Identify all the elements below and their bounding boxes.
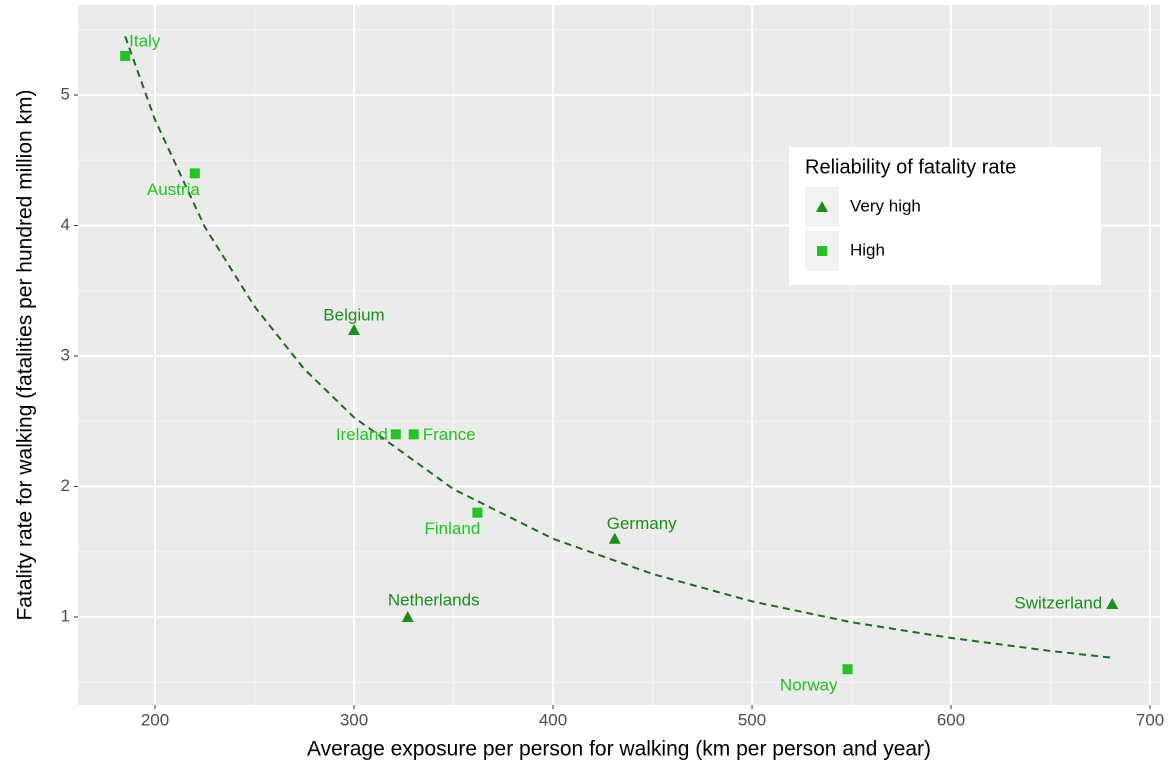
marks: Belgium Germany Netherlands Switzerland Ital…: [120, 31, 1119, 695]
x-tick-label: 300: [340, 710, 368, 729]
point: [1106, 597, 1119, 609]
legend-label: Very high: [850, 196, 921, 215]
point-label: Norway: [780, 676, 838, 695]
point-label: France: [423, 425, 476, 444]
point-label: Austria: [147, 180, 200, 199]
x-tick-label: 500: [738, 710, 766, 729]
point-label: Netherlands: [388, 591, 480, 610]
x-tick-label: 400: [539, 710, 567, 729]
point-label: Germany: [607, 514, 677, 533]
y-tick-label: 4: [61, 215, 70, 234]
x-tick-label: 600: [937, 710, 965, 729]
point: [472, 507, 483, 518]
legend: Reliability of fatality rate Very high Hi…: [789, 147, 1101, 285]
point-label: Switzerland: [1014, 593, 1102, 612]
y-tick-label: 2: [61, 476, 70, 495]
legend-title: Reliability of fatality rate: [805, 156, 1016, 178]
point-label: Ireland: [336, 425, 388, 444]
x-tick-label: 700: [1136, 710, 1164, 729]
y-tick-label: 3: [61, 346, 70, 365]
point: [401, 611, 414, 623]
point: [408, 429, 419, 440]
point: [842, 664, 853, 675]
y-tick-label: 1: [61, 607, 70, 626]
point-label: Finland: [425, 519, 481, 538]
legend-marker: [816, 201, 828, 212]
y-axis-title: Fatality rate for walking (fatalities pe…: [14, 89, 37, 620]
point-label: Belgium: [323, 305, 384, 324]
legend-box: [789, 147, 1101, 285]
y-tick-label: 5: [61, 85, 70, 104]
panel: [78, 5, 1160, 705]
point: [608, 532, 621, 544]
x-tick-label: 200: [141, 710, 169, 729]
legend-label: High: [850, 240, 885, 259]
point-label: Italy: [129, 31, 161, 50]
legend-marker: [817, 246, 827, 256]
point: [348, 323, 361, 335]
trend-line: [124, 35, 1111, 659]
point: [120, 50, 131, 61]
point: [189, 168, 200, 179]
point: [390, 429, 401, 440]
x-axis-title: Average exposure per person for walking …: [307, 738, 931, 761]
